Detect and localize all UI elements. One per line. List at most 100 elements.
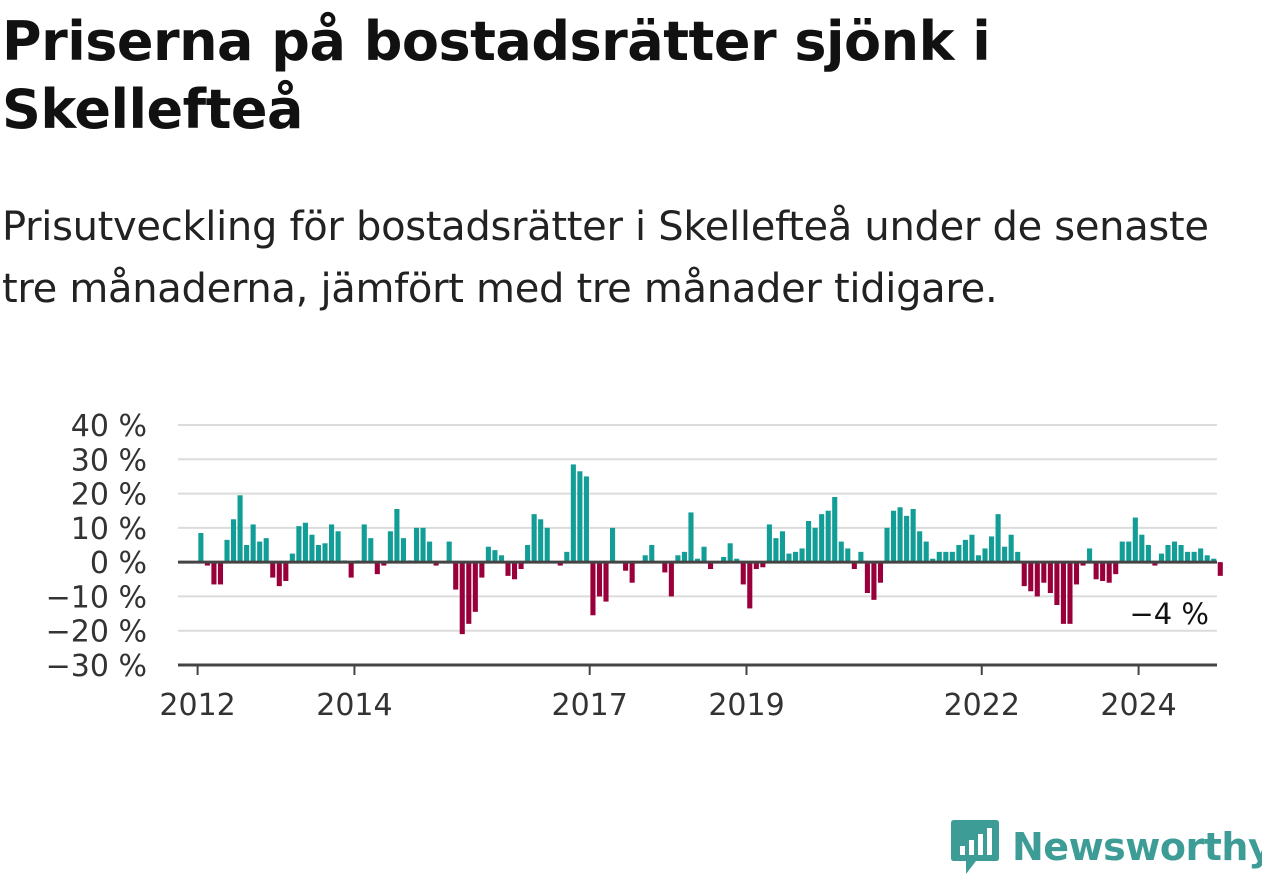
bar xyxy=(799,548,805,563)
bar xyxy=(845,548,851,563)
bar xyxy=(1080,562,1086,566)
bar xyxy=(1126,541,1132,563)
chart-title: Priserna på bostadsrätter sjönk i Skelle… xyxy=(2,10,991,141)
bar xyxy=(956,545,962,563)
bar xyxy=(211,562,217,585)
bar xyxy=(930,558,936,563)
bar xyxy=(806,521,812,563)
bar xyxy=(603,562,609,602)
bar xyxy=(995,514,1001,563)
bar xyxy=(413,527,420,563)
bar xyxy=(204,562,210,566)
bar xyxy=(1217,562,1223,576)
brand-name: Newsworthy xyxy=(1012,825,1262,869)
bar xyxy=(897,507,903,563)
bar xyxy=(466,562,472,624)
bar xyxy=(283,562,289,581)
bar xyxy=(1060,562,1066,624)
bar xyxy=(858,551,864,563)
bar xyxy=(688,512,694,563)
y-tick-label: 10 % xyxy=(71,512,147,547)
bar xyxy=(531,514,537,563)
x-tick-label: 2024 xyxy=(1100,688,1176,723)
bar xyxy=(570,464,576,563)
chart-subtitle: Prisutveckling för bostadsrätter i Skell… xyxy=(2,204,1209,312)
bar xyxy=(1067,562,1073,624)
bar xyxy=(773,538,779,563)
bar xyxy=(433,562,439,566)
bar xyxy=(1100,562,1106,581)
bar xyxy=(734,558,740,563)
bar xyxy=(747,562,753,609)
bar xyxy=(1204,555,1210,563)
y-tick-label: 40 % xyxy=(71,409,147,444)
bar xyxy=(832,497,838,563)
bar xyxy=(544,527,550,563)
brand-logo: Newsworthy xyxy=(950,818,1262,876)
bar xyxy=(485,546,491,563)
bar xyxy=(361,524,367,563)
bar xyxy=(779,531,785,563)
bar xyxy=(943,551,949,563)
bar xyxy=(760,562,766,568)
bar xyxy=(1073,562,1080,585)
bar xyxy=(753,562,759,569)
bar xyxy=(982,548,988,563)
bar xyxy=(453,562,459,590)
bar xyxy=(708,562,714,569)
bar xyxy=(459,562,465,635)
y-tick-label: 20 % xyxy=(71,478,147,513)
bar xyxy=(250,524,256,563)
bar xyxy=(420,527,426,563)
x-tick-label: 2014 xyxy=(316,688,392,723)
bar xyxy=(446,541,452,563)
bar xyxy=(1198,548,1204,563)
y-tick-label: 30 % xyxy=(71,443,147,478)
bar xyxy=(335,531,341,563)
bar xyxy=(374,562,380,575)
bar xyxy=(1028,562,1034,592)
bar xyxy=(270,562,276,578)
bar xyxy=(381,562,387,566)
bar xyxy=(315,545,322,563)
bar xyxy=(387,531,393,563)
bar-chart: 40 %30 %20 %10 %0 %−10 %−20 %−30 % 2012 2… xyxy=(46,409,1223,723)
y-axis-labels: 40 %30 %20 %10 %0 %−10 %−20 %−30 % xyxy=(46,409,147,684)
bar xyxy=(577,471,583,563)
bar xyxy=(825,510,831,563)
x-tick-label: 2019 xyxy=(708,688,784,723)
bar xyxy=(1041,562,1047,583)
bar xyxy=(329,524,335,563)
bar xyxy=(427,541,433,563)
bar xyxy=(629,562,635,583)
bar xyxy=(525,545,531,563)
bar xyxy=(263,538,269,563)
bar xyxy=(538,519,544,563)
bar xyxy=(368,538,374,563)
bar xyxy=(721,557,727,563)
bar xyxy=(642,555,648,563)
bar xyxy=(590,562,596,616)
bar xyxy=(877,562,884,583)
bar xyxy=(838,541,844,563)
bar xyxy=(623,562,629,571)
bar xyxy=(498,555,505,563)
bar xyxy=(583,476,589,563)
bar xyxy=(492,550,498,563)
y-tick-label: −10 % xyxy=(46,580,147,615)
bar xyxy=(936,551,942,563)
bar xyxy=(1113,562,1119,575)
bar xyxy=(662,562,668,573)
bar xyxy=(505,562,511,576)
bar xyxy=(1145,545,1151,563)
bar xyxy=(649,545,655,563)
bar xyxy=(910,509,916,563)
bar xyxy=(610,527,616,563)
bar xyxy=(217,562,224,585)
bar xyxy=(819,514,825,563)
bar xyxy=(1171,541,1178,563)
bar xyxy=(727,543,733,563)
bar xyxy=(1132,517,1138,563)
bar xyxy=(1178,545,1184,563)
bar xyxy=(289,553,295,563)
